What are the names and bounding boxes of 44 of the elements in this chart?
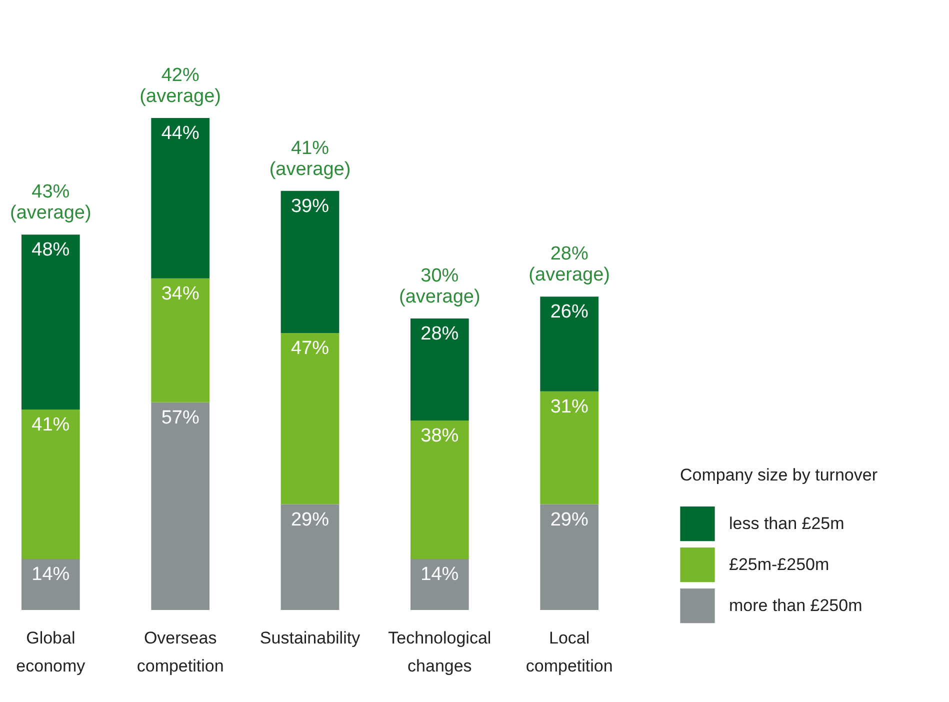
data-label: 14%: [32, 564, 70, 585]
data-label: 48%: [32, 240, 70, 261]
data-label: 44%: [161, 123, 200, 144]
x-tick-label: Technological changes: [388, 628, 492, 676]
x-tick-label: Local competition: [526, 628, 613, 676]
annotation: 43% (average): [10, 182, 92, 224]
data-label: 28%: [420, 323, 459, 344]
legend-label: £25m-£250m: [729, 554, 830, 574]
legend-label: less than £25m: [729, 514, 844, 533]
bar: [21, 558, 80, 610]
bar: [540, 296, 599, 392]
annotation: 28% (average): [528, 244, 610, 286]
bar: [151, 118, 210, 278]
x-tick-label: Global economy: [16, 628, 86, 676]
data-label: 26%: [550, 302, 588, 323]
bar: [540, 391, 599, 504]
x-tick-label: Sustainability: [260, 628, 361, 648]
data-label: 29%: [290, 509, 330, 530]
bar: [21, 410, 80, 559]
bar: [410, 420, 469, 559]
data-label: 38%: [420, 425, 459, 446]
data-label: 47%: [290, 338, 330, 360]
bar: [410, 558, 469, 610]
annotation: 41% (average): [269, 138, 351, 180]
data-label: 34%: [161, 283, 200, 304]
bar: [151, 278, 210, 402]
data-label: 31%: [550, 396, 588, 418]
data-label: 57%: [161, 407, 200, 428]
annotation: 30% (average): [399, 265, 480, 308]
bar: [151, 402, 210, 610]
bar: [280, 504, 340, 610]
bar: [280, 333, 340, 504]
x-tick-label: Overseas competition: [136, 628, 224, 676]
bar: [540, 504, 599, 610]
legend-title: Company size by turnover: [680, 465, 878, 484]
legend-label: more than £250m: [729, 596, 862, 615]
bar: [21, 234, 80, 410]
data-label: 29%: [550, 509, 588, 530]
bar: [410, 318, 469, 420]
bar: [280, 190, 340, 334]
data-label: 39%: [290, 196, 330, 217]
data-label: 41%: [32, 414, 70, 436]
text: 42% (average): [140, 65, 221, 107]
data-label: 14%: [420, 564, 459, 585]
